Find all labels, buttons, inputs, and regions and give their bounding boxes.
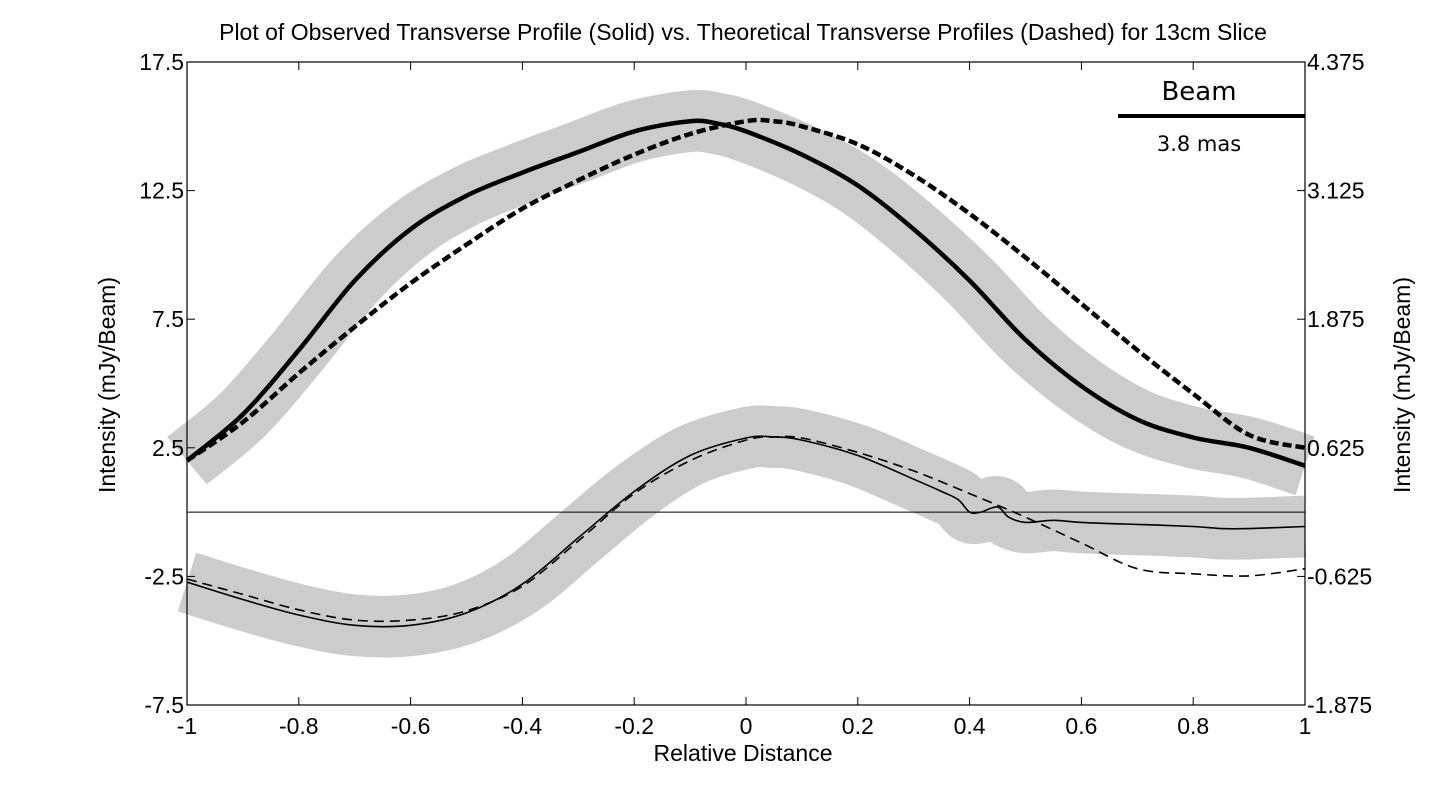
x-tick-label: -0.6	[391, 713, 431, 739]
x-tick-label: 0	[740, 713, 753, 739]
uncertainty-band-2	[177, 405, 1307, 658]
right-y-tick-label: 0.625	[1307, 435, 1365, 461]
beam-size-label: 3.8 mas	[1157, 132, 1241, 156]
observed-profile-line-2	[186, 435, 1306, 628]
right-y-tick-label: -0.625	[1307, 563, 1372, 589]
x-tick-label: -0.4	[503, 713, 543, 739]
x-axis-label: Relative Distance	[654, 740, 833, 766]
uncertainty-bands	[167, 89, 1315, 658]
right-y-tick-label: 4.375	[1307, 49, 1365, 75]
beam-indicator: Beam 3.8 mas	[1118, 77, 1305, 156]
left-y-tick-label: 7.5	[152, 306, 184, 332]
x-axis-ticks: -1 -0.8 -0.6 -0.4 -0.2 0 0.2 0.4 0.6 0.8 1	[177, 62, 1312, 739]
x-tick-label: -0.2	[614, 713, 654, 739]
right-y-axis-label: Intensity (mJy/Beam)	[1389, 277, 1415, 493]
x-tick-label: 0.2	[842, 713, 874, 739]
x-tick-label: 0.8	[1177, 713, 1209, 739]
theoretical-profile-line-3	[186, 435, 1306, 623]
left-y-tick-label: 17.5	[139, 49, 184, 75]
theoretical-profile-line-1	[185, 117, 1306, 463]
left-y-tick-label: 2.5	[152, 435, 184, 461]
x-tick-label: -0.8	[279, 713, 319, 739]
chart-title: Plot of Observed Transverse Profile (Sol…	[219, 19, 1267, 45]
x-tick-label: 0.4	[954, 713, 986, 739]
left-y-tick-label: -2.5	[144, 563, 184, 589]
right-y-tick-label: -1.875	[1307, 692, 1372, 718]
x-tick-label: -1	[177, 713, 197, 739]
beam-label: Beam	[1161, 77, 1236, 107]
right-y-tick-label: 3.125	[1307, 178, 1365, 204]
left-y-axis-ticks: -7.5 -2.5 2.5 7.5 12.5 17.5	[139, 49, 195, 718]
x-tick-label: 1	[1299, 713, 1312, 739]
x-tick-label: 0.6	[1065, 713, 1097, 739]
right-y-tick-label: 1.875	[1307, 306, 1365, 332]
profile-lines	[185, 117, 1306, 628]
left-y-axis-label: Intensity (mJy/Beam)	[94, 277, 120, 493]
right-y-axis-ticks: -1.875 -0.625 0.625 1.875 3.125 4.375	[1297, 49, 1372, 718]
left-y-tick-label: -7.5	[144, 692, 184, 718]
left-y-tick-label: 12.5	[139, 178, 184, 204]
